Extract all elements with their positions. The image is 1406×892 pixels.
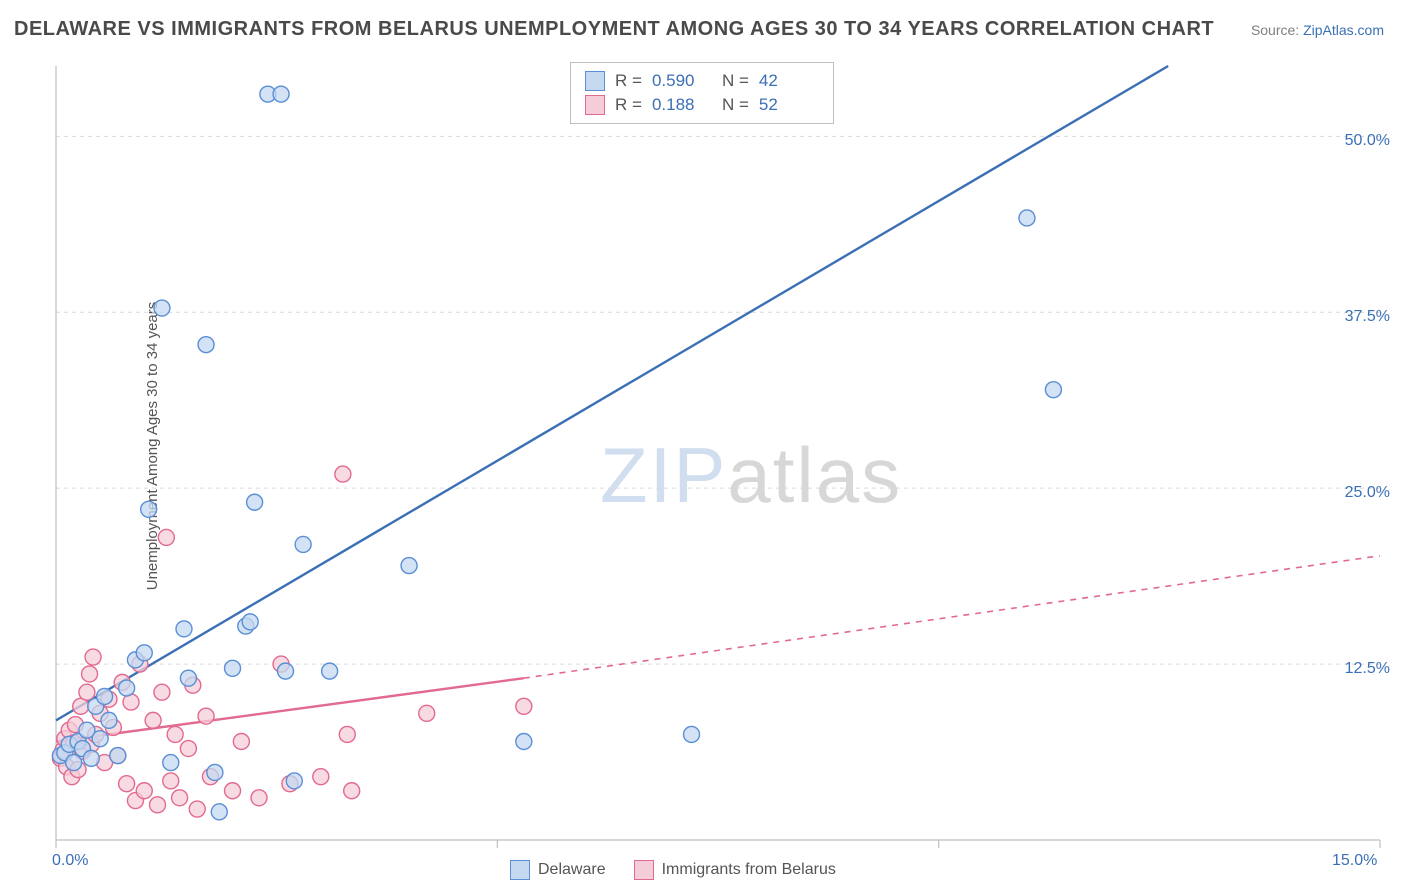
source-link[interactable]: ZipAtlas.com xyxy=(1303,22,1384,38)
series-legend: Delaware Immigrants from Belarus xyxy=(510,860,836,880)
source-attribution: Source: ZipAtlas.com xyxy=(1251,22,1384,38)
legend-label: Immigrants from Belarus xyxy=(662,861,836,879)
y-tick-label: 25.0% xyxy=(1345,484,1390,502)
r-value: 0.590 xyxy=(652,71,712,91)
legend-item: Delaware xyxy=(510,860,606,880)
source-prefix: Source: xyxy=(1251,22,1303,38)
legend-swatch xyxy=(585,71,605,91)
y-tick-label: 50.0% xyxy=(1345,132,1390,150)
legend-swatch xyxy=(510,860,530,880)
correlation-legend: R = 0.590 N = 42 R = 0.188 N = 52 xyxy=(570,62,834,124)
x-tick-label: 0.0% xyxy=(52,852,88,870)
legend-row-belarus: R = 0.188 N = 52 xyxy=(585,93,819,117)
r-value: 0.188 xyxy=(652,95,712,115)
scatter-chart xyxy=(48,58,1388,848)
legend-label: Delaware xyxy=(538,861,606,879)
chart-title: DELAWARE VS IMMIGRANTS FROM BELARUS UNEM… xyxy=(14,18,1214,41)
y-tick-label: 37.5% xyxy=(1345,308,1390,326)
legend-item: Immigrants from Belarus xyxy=(634,860,836,880)
y-tick-label: 12.5% xyxy=(1345,660,1390,678)
n-value: 42 xyxy=(759,71,819,91)
x-tick-label: 15.0% xyxy=(1332,852,1377,870)
n-value: 52 xyxy=(759,95,819,115)
legend-swatch xyxy=(634,860,654,880)
legend-swatch xyxy=(585,95,605,115)
chart-area: 12.5%25.0%37.5%50.0%0.0%15.0% xyxy=(48,58,1388,848)
legend-row-delaware: R = 0.590 N = 42 xyxy=(585,69,819,93)
